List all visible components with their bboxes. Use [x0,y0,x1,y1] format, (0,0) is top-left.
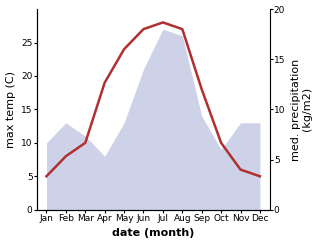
Y-axis label: max temp (C): max temp (C) [5,71,16,148]
X-axis label: date (month): date (month) [112,228,194,238]
Y-axis label: med. precipitation
(kg/m2): med. precipitation (kg/m2) [291,58,313,161]
